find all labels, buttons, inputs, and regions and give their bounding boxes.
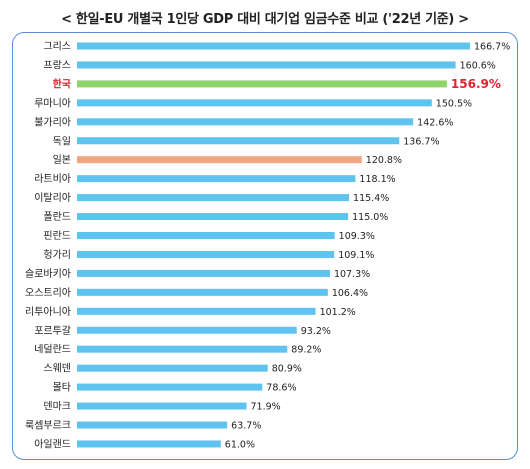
value-label: 120.8% [366, 155, 402, 166]
category-label: 몰타 [53, 382, 71, 394]
bar [77, 137, 400, 145]
bar [77, 156, 362, 164]
value-label: 71.9% [251, 402, 281, 413]
value-label: 166.7% [474, 42, 510, 53]
bar [77, 42, 470, 50]
value-label: 118.1% [359, 174, 395, 185]
bar [77, 99, 432, 107]
bar [77, 402, 247, 410]
bar [77, 175, 356, 183]
value-label: 109.1% [338, 250, 374, 261]
value-label: 136.7% [403, 136, 439, 147]
category-label: 라트비아 [34, 173, 71, 185]
category-label: 루마니아 [34, 97, 71, 109]
bar [77, 213, 349, 221]
value-label: 80.9% [272, 364, 302, 375]
value-label: 63.7% [231, 421, 261, 432]
value-label: 78.6% [266, 383, 296, 394]
category-label: 아일랜드 [34, 438, 71, 450]
category-label: 리투아니아 [25, 306, 71, 318]
bar [77, 118, 414, 126]
category-label: 슬로바키아 [25, 268, 71, 280]
category-label: 덴마크 [43, 401, 71, 413]
value-label: 89.2% [291, 345, 321, 356]
value-label: 61.0% [225, 439, 255, 450]
category-label: 네덜란드 [34, 344, 71, 356]
category-label: 오스트리아 [25, 287, 71, 299]
value-label: 107.3% [334, 269, 370, 280]
category-label: 폴란드 [43, 211, 71, 223]
bar [77, 194, 350, 202]
category-label: 포르투갈 [34, 324, 71, 337]
category-label: 한국 [53, 78, 71, 90]
category-label: 이탈리아 [34, 191, 71, 204]
bar [77, 440, 221, 448]
bar [77, 345, 288, 353]
bar [77, 326, 297, 334]
bar [77, 383, 263, 391]
value-label: 101.2% [320, 307, 356, 318]
bar [77, 232, 335, 239]
bar [77, 80, 447, 88]
value-label: 109.3% [339, 231, 375, 242]
value-label: 115.0% [352, 212, 388, 223]
category-label: 일본 [53, 154, 71, 166]
bar [77, 250, 335, 258]
category-label: 불가리아 [34, 116, 71, 128]
category-label: 그리스 [43, 41, 71, 53]
category-label: 룩셈부르크 [25, 420, 71, 432]
value-label: 160.6% [460, 60, 496, 71]
bar [77, 421, 228, 429]
chart-title: < 한일-EU 개별국 1인당 GDP 대비 대기업 임금수준 비교 ('22년… [61, 12, 469, 27]
category-label: 핀란드 [43, 230, 71, 242]
category-label: 프랑스 [43, 59, 71, 71]
bar [77, 307, 316, 315]
value-label: 106.4% [332, 288, 368, 299]
bar [77, 61, 456, 69]
category-label: 스웨덴 [43, 363, 71, 375]
value-label: 115.4% [353, 193, 389, 204]
value-label: 150.5% [436, 98, 472, 109]
value-label: 142.6% [417, 117, 453, 128]
value-label: 93.2% [301, 326, 331, 337]
category-label: 독일 [53, 135, 71, 147]
value-label: 156.9% [451, 77, 501, 91]
bar [77, 288, 328, 296]
bar [77, 364, 268, 372]
bar [77, 269, 330, 277]
category-label: 헝가리 [43, 249, 71, 261]
